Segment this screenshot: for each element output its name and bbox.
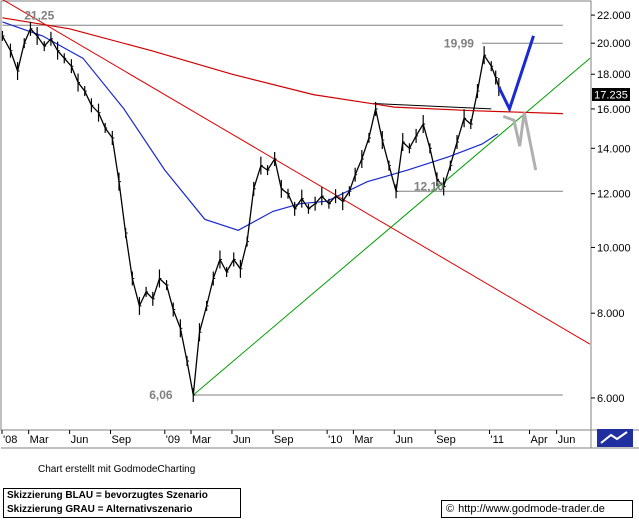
x-tick-label: Mar	[192, 434, 211, 446]
y-axis-ticks: 6.000 8.000 10.000 12.000 14.000 16.000 18.000…	[591, 10, 631, 405]
blue-moving-average-line	[2, 21, 499, 231]
blue-preferred-scenario-arrow	[497, 35, 535, 113]
level-annotations: 21,25 19,99 12,10 6,06	[24, 8, 474, 402]
x-tick-label: Sep	[274, 434, 294, 446]
x-tick-label: Mar	[30, 434, 49, 446]
y-tick-label: 16.000	[597, 104, 631, 116]
y-tick-label: 8.000	[597, 308, 625, 320]
y-tick-label: 14.000	[597, 143, 631, 155]
y-tick-label: 22.000	[597, 10, 631, 22]
y-tick-label: 6.000	[597, 393, 625, 405]
moving-averages	[2, 17, 563, 231]
y-tick-label: 20.000	[597, 38, 631, 50]
chart-credit: Chart erstellt mit GodmodeCharting	[38, 464, 196, 475]
y-tick-label: 10.000	[597, 242, 631, 254]
x-tick-label: '10	[328, 434, 342, 446]
level-annotation: 19,99	[444, 36, 474, 50]
price-series	[1, 21, 501, 403]
gray-alternative-scenario-arrow	[502, 112, 538, 171]
x-tick-label: Jun	[558, 434, 576, 446]
x-tick-label: Apr	[531, 434, 548, 446]
x-tick-label: Jun	[233, 434, 251, 446]
x-tick-label: Jun	[395, 434, 413, 446]
red-downtrend-line	[2, 0, 591, 345]
y-tick-label: 18.000	[597, 69, 631, 81]
horizontal-levels	[2, 24, 563, 396]
scenario-legend: Skizzierung BLAU = bevorzugtes Szenario …	[3, 488, 241, 518]
x-tick-label: '11	[490, 434, 504, 446]
red-moving-average-line	[2, 17, 563, 115]
scenario-sketches	[497, 35, 538, 171]
legend-gray-line: Skizzierung GRAU = Alternativszenario	[7, 504, 193, 515]
x-tick-label: Jun	[71, 434, 89, 446]
x-tick-label: '08	[3, 434, 17, 446]
x-tick-label: Sep	[436, 434, 456, 446]
level-annotation: 6,06	[149, 388, 173, 402]
legend-blue-line: Skizzierung BLAU = bevorzugtes Szenario	[7, 490, 208, 501]
level-annotation: 21,25	[24, 8, 54, 22]
range-top-line	[373, 103, 492, 110]
x-tick-label: '09	[166, 434, 180, 446]
x-tick-label: Sep	[112, 434, 132, 446]
x-tick-label: Mar	[354, 434, 373, 446]
y-tick-label: 12.000	[597, 189, 631, 201]
website-footer[interactable]: © http://www.godmode-trader.de	[441, 500, 633, 518]
current-price-label: 17.235	[594, 90, 628, 102]
chart-logo-icon	[597, 429, 633, 447]
website-url[interactable]: http://www.godmode-trader.de	[458, 503, 605, 515]
level-annotation: 12,10	[414, 179, 444, 193]
x-axis-ticks: '08 Mar Jun Sep '09 Mar Jun Sep '10 Mar Jun Sep '11 A…	[1, 430, 576, 446]
current-price-marker: 17.235	[592, 88, 630, 102]
copyright-icon: ©	[446, 503, 455, 515]
